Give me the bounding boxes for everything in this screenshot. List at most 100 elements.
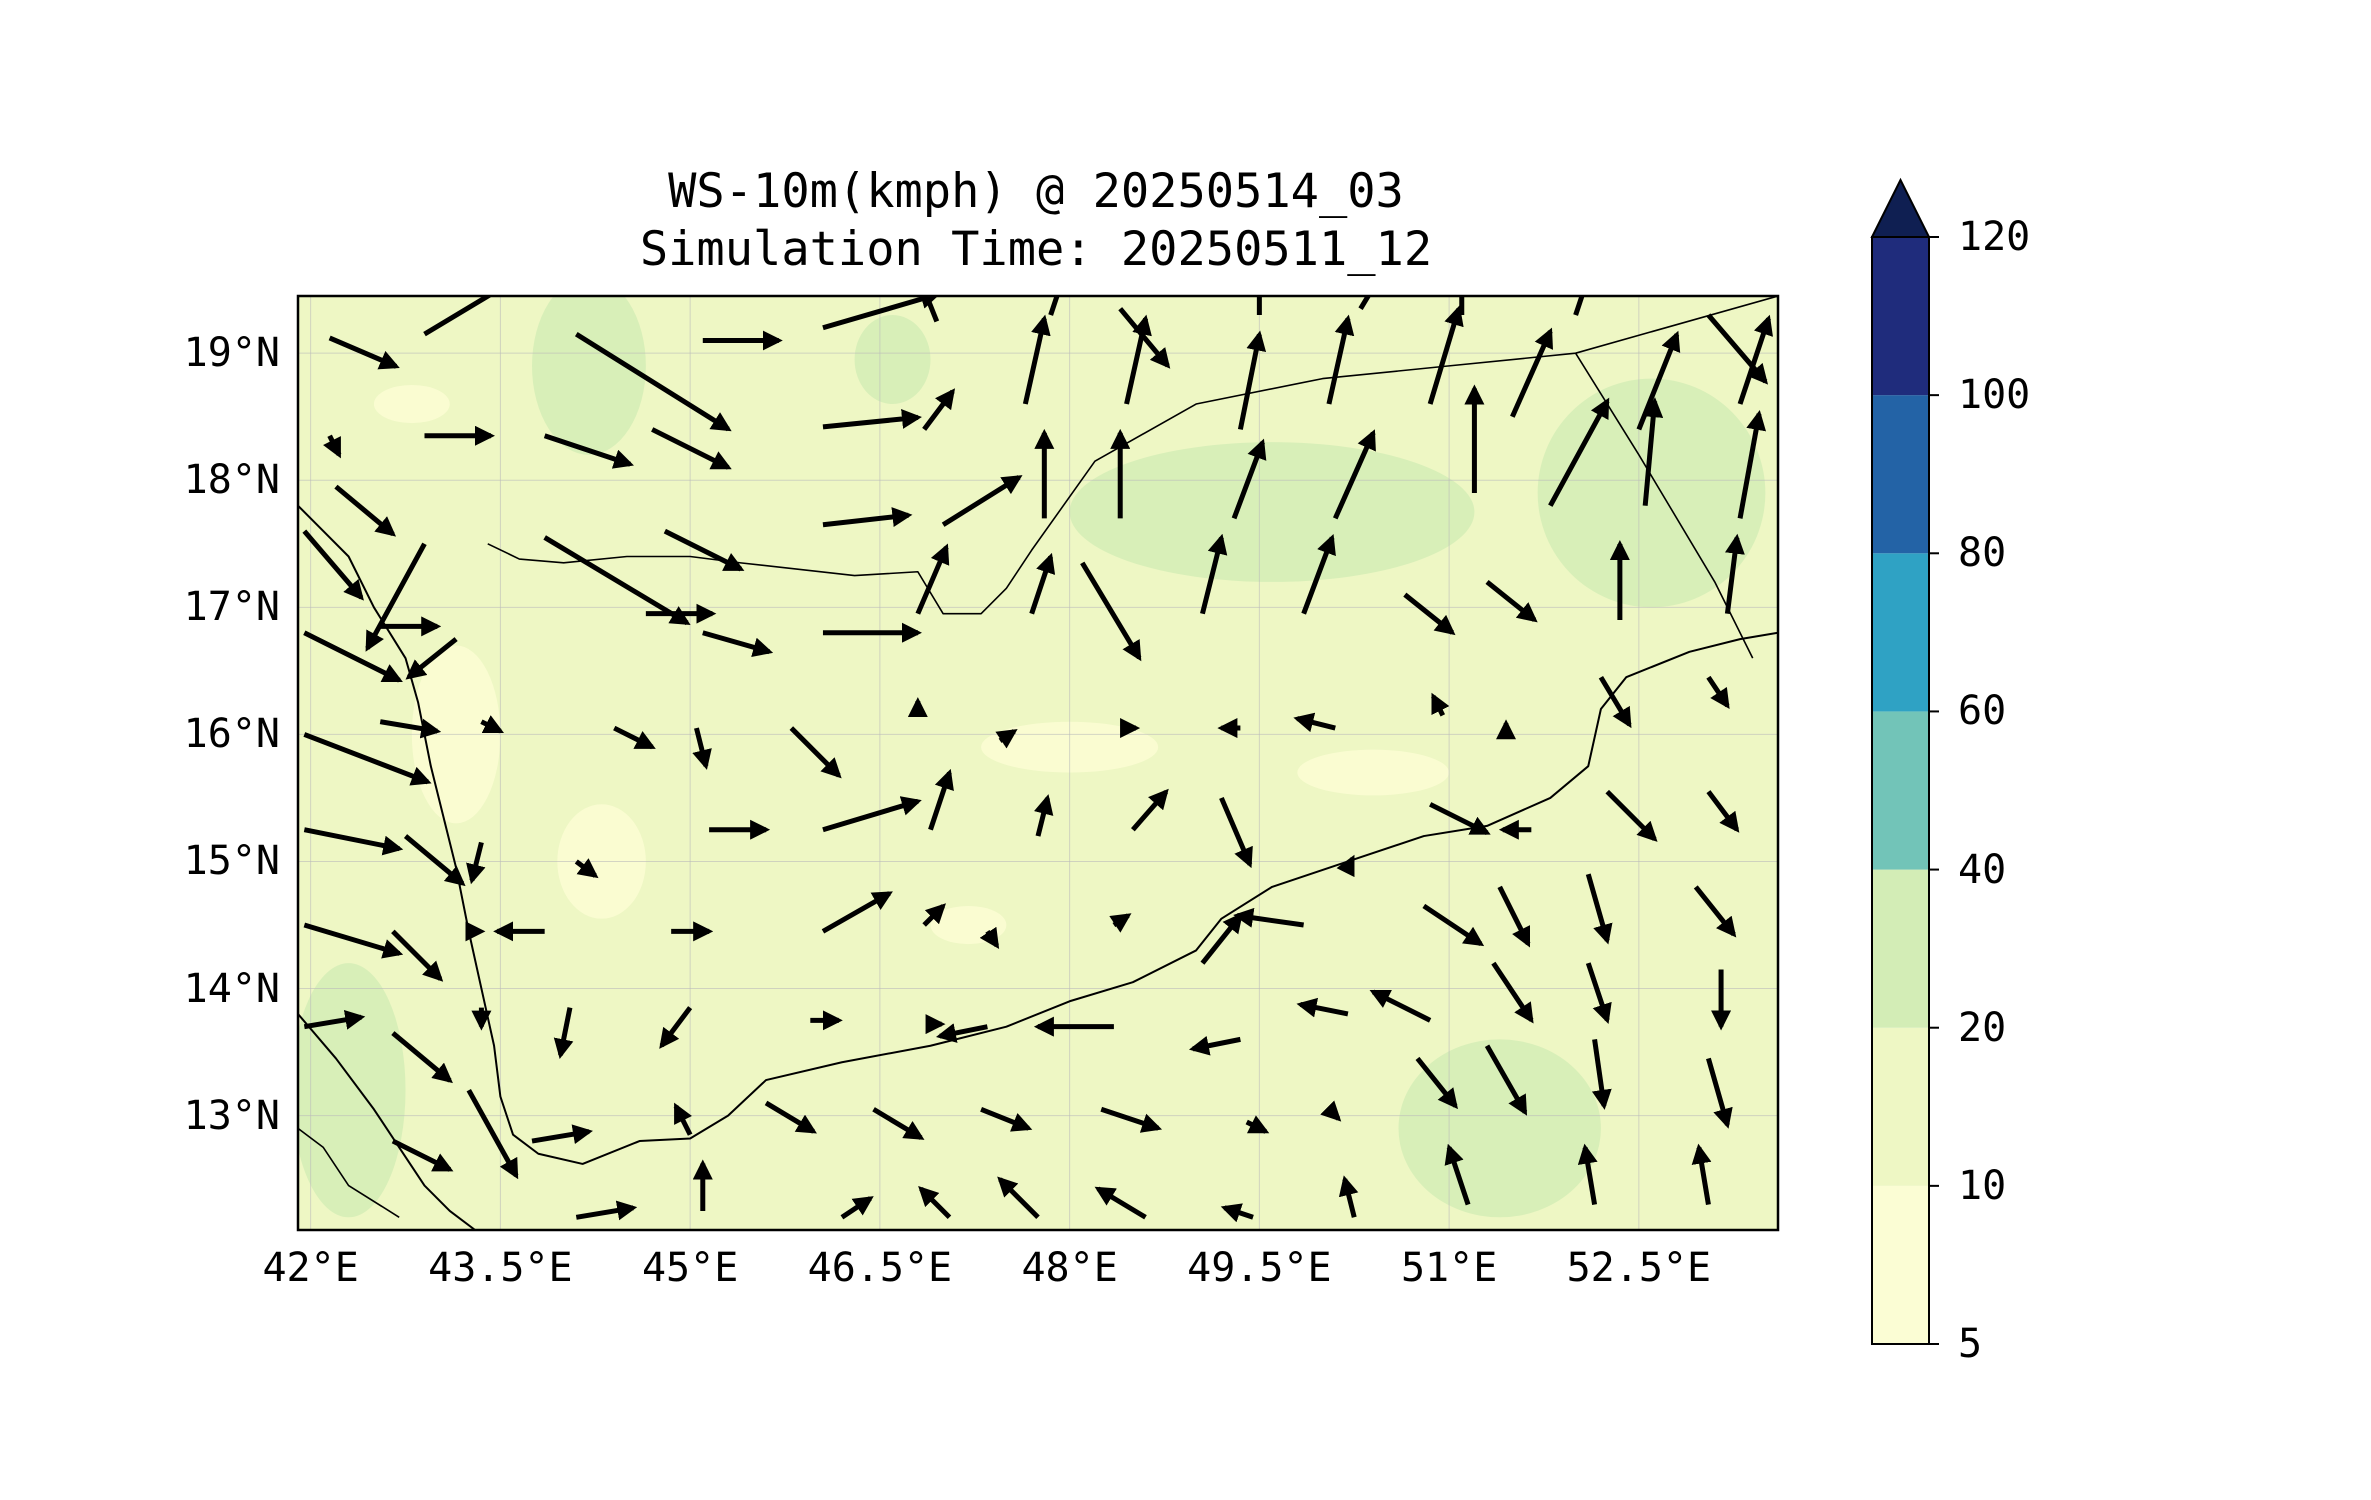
wind-vector-arrow bbox=[1693, 885, 1737, 938]
wind-vector-arrow bbox=[403, 834, 466, 887]
colorbar-tick-label: 40 bbox=[1958, 846, 2007, 893]
longitude-tick-label: 52.5°E bbox=[1566, 1245, 1712, 1291]
wind-vector-arrow bbox=[553, 1007, 574, 1060]
wind-vector-arrow bbox=[979, 926, 1000, 949]
wind-vector-arrow bbox=[1100, 1106, 1163, 1133]
wind-vector-arrow bbox=[1220, 1203, 1254, 1223]
wind-vector-arrow bbox=[1338, 1175, 1359, 1218]
wind-vector-arrow bbox=[1585, 962, 1612, 1024]
wind-vector-arrow bbox=[1577, 1143, 1598, 1205]
longitude-tick-label: 43.5°E bbox=[428, 1245, 573, 1291]
wind-vector-arrow bbox=[1706, 313, 1769, 385]
wind-vector-arrow bbox=[1491, 961, 1534, 1024]
latitude-tick-label: 17°N bbox=[183, 584, 280, 631]
african-coastline bbox=[298, 1013, 476, 1230]
wind-vector-arrow bbox=[423, 296, 493, 337]
wind-vector-arrow bbox=[702, 630, 774, 657]
latitude-tick-label: 15°N bbox=[183, 838, 280, 885]
wind-vector-arrow bbox=[789, 726, 842, 779]
colorbar-bin bbox=[1872, 553, 1929, 712]
wind-speed-region bbox=[1297, 749, 1450, 796]
wind-vector-arrow bbox=[480, 715, 504, 734]
wind-vector-arrow bbox=[334, 484, 397, 537]
wind-vector-arrow bbox=[1444, 1143, 1471, 1206]
wind-vector-arrow bbox=[1431, 692, 1450, 717]
wind-vector-arrow bbox=[391, 1138, 454, 1172]
wind-vector-arrow bbox=[466, 1089, 519, 1180]
wind-vector-arrow bbox=[1737, 314, 1773, 405]
wind-vector-arrow bbox=[303, 827, 404, 856]
wind-vector-arrow bbox=[840, 1196, 874, 1220]
wind-speed-region bbox=[1069, 442, 1475, 582]
wind-vector-arrow bbox=[1200, 533, 1228, 615]
wind-vector-arrow bbox=[1573, 296, 1585, 316]
colorbar-bin bbox=[1872, 869, 1929, 1028]
wind-vector-arrow bbox=[1233, 907, 1304, 928]
colorbar-bin bbox=[1872, 395, 1929, 554]
wind-vector-arrow bbox=[1231, 438, 1267, 520]
wind-vector-arrow bbox=[365, 542, 427, 652]
colorbar-bin bbox=[1872, 237, 1929, 396]
wind-vector-arrow bbox=[1485, 579, 1538, 623]
wind-vector-arrow bbox=[391, 929, 444, 982]
wind-vector-arrow bbox=[1605, 789, 1658, 842]
country-border bbox=[298, 1127, 400, 1218]
colorbar-bin bbox=[1872, 711, 1929, 870]
wind-vector-arrow bbox=[379, 718, 442, 739]
wind-vector-arrow bbox=[543, 535, 691, 626]
wind-vector-arrow bbox=[1094, 1186, 1147, 1220]
map-frame bbox=[296, 294, 1780, 1232]
colorbar-tick-label: 5 bbox=[1958, 1321, 1983, 1367]
wind-vector-arrow bbox=[1422, 903, 1485, 947]
wind-vector-arrow bbox=[1642, 397, 1664, 506]
wind-speed-region bbox=[1537, 378, 1766, 608]
wind-vector-arrow bbox=[928, 768, 954, 831]
wind-vector-arrow bbox=[1415, 1056, 1458, 1110]
wind-vector-arrow bbox=[1326, 314, 1355, 405]
wind-vector-arrow bbox=[1737, 409, 1767, 519]
wind-vector-arrow bbox=[822, 409, 922, 430]
wind-vector-arrow bbox=[405, 637, 458, 680]
colorbar-frame bbox=[1871, 236, 1930, 1345]
wind-vector-arrow bbox=[922, 388, 956, 431]
latitude-tick-label: 18°N bbox=[183, 457, 280, 504]
latitude-tick-label: 16°N bbox=[183, 711, 280, 758]
wind-vector-arrow bbox=[1219, 796, 1253, 869]
country-border bbox=[487, 296, 1778, 615]
wind-speed-region bbox=[532, 296, 646, 455]
wind-vector-arrow bbox=[1293, 712, 1336, 733]
wind-vector-arrow bbox=[303, 630, 403, 683]
wind-vector-arrow bbox=[1022, 314, 1051, 405]
wind-vector-arrow bbox=[391, 1031, 453, 1084]
wind-vector-arrow bbox=[302, 529, 364, 601]
wind-vector-arrow bbox=[1188, 1035, 1241, 1056]
wind-vector-arrow bbox=[663, 528, 745, 572]
wind-vector-arrow bbox=[764, 1100, 817, 1134]
wind-speed-region bbox=[298, 963, 406, 1218]
wind-vector-arrow bbox=[1332, 429, 1376, 520]
wind-vector-arrow bbox=[1301, 533, 1336, 615]
colorbar-tick-label: 20 bbox=[1958, 1004, 2007, 1051]
wind-vector-arrow bbox=[574, 858, 599, 879]
wind-vector-arrow bbox=[918, 1185, 952, 1220]
wind-vector-arrow bbox=[1080, 561, 1142, 662]
wind-vector-arrow bbox=[303, 922, 404, 959]
wind-vector-arrow bbox=[323, 434, 342, 459]
longitude-tick-label: 46.5°E bbox=[807, 1245, 953, 1291]
wind-vector-arrow bbox=[1369, 989, 1432, 1023]
wind-vector-arrow bbox=[872, 1107, 925, 1140]
wind-vector-arrow bbox=[1691, 1143, 1712, 1205]
wind-vector-arrow bbox=[1245, 1115, 1270, 1134]
wind-vector-arrow bbox=[1706, 675, 1730, 710]
wind-vector-arrow bbox=[613, 725, 656, 750]
wind-vector-arrow bbox=[822, 296, 941, 331]
latitude-tick-label: 14°N bbox=[183, 965, 280, 1012]
wind-vector-arrow bbox=[1029, 552, 1056, 615]
wind-vector-arrow bbox=[1724, 533, 1745, 614]
colorbar-tick-label: 10 bbox=[1958, 1162, 2007, 1209]
colorbar-tick-label: 120 bbox=[1958, 214, 2031, 260]
latitude-tick-label: 13°N bbox=[183, 1092, 280, 1139]
wind-vector-arrow bbox=[692, 727, 712, 770]
wind-vector-arrow bbox=[935, 1023, 988, 1043]
